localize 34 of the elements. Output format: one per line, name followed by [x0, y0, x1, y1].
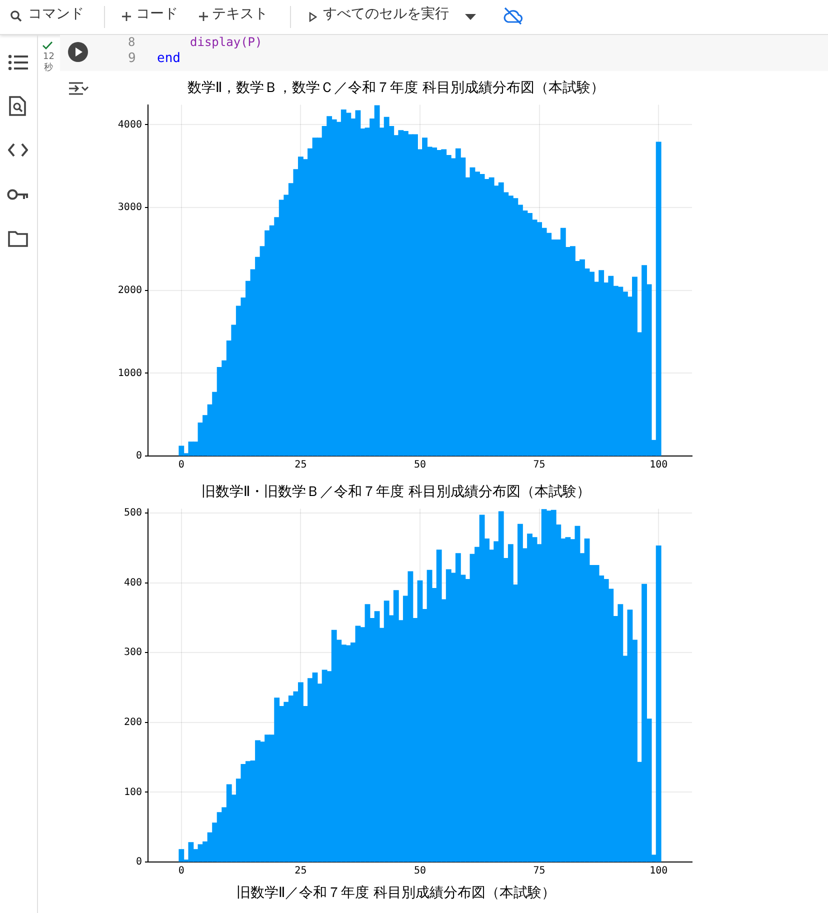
text: 12: [43, 52, 54, 62]
y-tick-label: 400: [124, 577, 142, 588]
y-tick-label: 4000: [118, 119, 142, 130]
y-tick-label: 3000: [118, 202, 142, 214]
y-tick-label: 300: [124, 647, 142, 658]
text: コード: [136, 6, 178, 22]
text: すべてのセルを実行: [323, 6, 449, 22]
y-tick-label: 0: [136, 450, 142, 462]
y-tick-label: 500: [124, 508, 142, 519]
y-tick-label: 1000: [118, 368, 142, 379]
y-tick-label: 0: [136, 856, 142, 868]
x-tick-label: 100: [650, 460, 668, 471]
text: 秒: [44, 63, 53, 74]
text: end: [157, 51, 180, 66]
y-tick-label: 200: [124, 716, 142, 728]
text: テキスト: [212, 6, 268, 22]
y-tick-label: 2000: [118, 284, 142, 296]
x-tick-label: 100: [650, 866, 668, 877]
text: 9: [128, 51, 136, 66]
x-tick-label: 25: [294, 460, 307, 471]
text: display(P): [190, 35, 262, 50]
x-tick-label: 75: [533, 460, 546, 471]
chart-title: 旧数学Ⅱ・旧数学Ｂ／令和７年度 科目別成績分布図（本試験）: [201, 484, 591, 500]
text: 旧数学Ⅱ／令和７年度 科目別成績分布図（本試験）: [235, 884, 557, 902]
chart-title: 数学Ⅱ，数学Ｂ，数学Ｃ／令和７年度 科目別成績分布図（本試験）: [187, 80, 605, 96]
x-tick-label: 50: [414, 460, 426, 471]
x-tick-label: 25: [294, 866, 307, 877]
x-tick-label: 0: [178, 460, 184, 471]
y-tick-label: 100: [124, 786, 142, 798]
x-tick-label: 0: [178, 866, 184, 877]
x-tick-label: 75: [533, 866, 546, 877]
text: 8: [128, 35, 136, 50]
text: コマンド: [28, 6, 84, 22]
x-tick-label: 50: [414, 866, 426, 877]
